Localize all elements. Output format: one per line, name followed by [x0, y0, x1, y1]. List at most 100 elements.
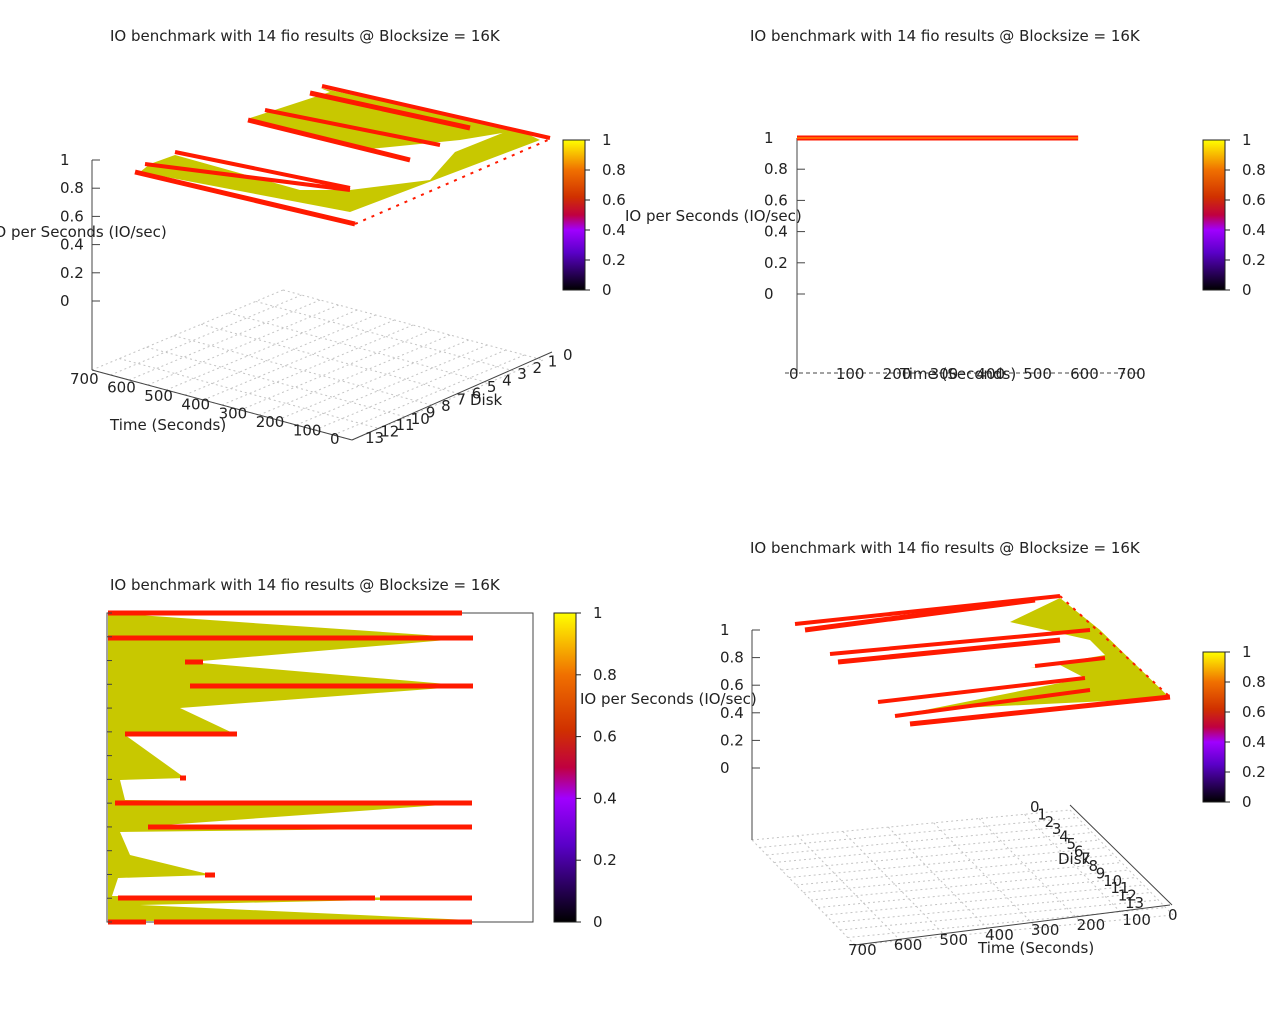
chart-1-x-axis-line: [91, 369, 353, 441]
chart-1-y-tick-label: 6: [472, 384, 482, 402]
chart-1-surface-fill: [140, 128, 540, 212]
chart-1-grid-line: [277, 339, 469, 421]
chart-2-x-tick-label: 100: [836, 365, 865, 383]
chart-4-x-tick-label: 500: [939, 931, 968, 949]
chart-3-title: IO benchmark with 14 fio results @ Block…: [110, 576, 501, 594]
chart-1-surface-edge: [309, 90, 471, 131]
chart-4-colorbar: [1202, 651, 1226, 803]
chart-4-colorbar-tick-label: 0: [1242, 793, 1252, 811]
chart-4-colorbar-ticks: 0 0.2 0.4 0.6 0.8 1: [1225, 643, 1266, 811]
chart-4-surface-edge: [829, 628, 1091, 656]
chart-2-x-tick-label: 200: [883, 365, 912, 383]
chart-1-y-tick-label: 7: [456, 391, 466, 409]
chart-3-colorbar: [553, 612, 577, 923]
chart-1-y-tick-label: 9: [426, 403, 436, 421]
chart-4-z-tick-label: 1: [720, 621, 730, 639]
chart-1-colorbar-tick-label: 0: [602, 281, 612, 299]
chart-1-x-label: Time (Seconds): [109, 416, 226, 434]
chart-1-y-tick-label: 3: [517, 365, 527, 383]
chart-4-y-tick-label: 4: [1059, 828, 1069, 846]
chart-1-surface-edge: [264, 108, 441, 147]
chart-4-z-tick-label: 0.8: [720, 649, 744, 667]
chart-1-colorbar-tick-label: 0.6: [602, 191, 626, 209]
chart-2-x-label: Time (Seconds): [899, 365, 1016, 383]
chart-4-x-tick-label: 100: [1122, 911, 1151, 929]
chart-2-x-tick-label: 0: [789, 365, 799, 383]
chart-4-grid-line: [854, 914, 1174, 946]
chart-1-surface-edge: [247, 117, 411, 163]
chart-4-y-tick-label: 11: [1110, 879, 1129, 897]
chart-3-colorbar-tick-label: 0.8: [593, 666, 617, 684]
chart-1-colorbar-ticks: 0 0.2 0.4 0.6 0.8 1: [585, 131, 626, 299]
chart-4-z-tick-label: 0.4: [720, 704, 744, 722]
chart-1-grid-line: [91, 289, 284, 371]
chart-4-colorbar-tick-label: 0.2: [1242, 763, 1266, 781]
chart-3-surface-edges: [108, 610, 473, 925]
chart-4-grid-line: [933, 822, 1038, 929]
chart-2-colorbar-tick-label: 0.4: [1242, 221, 1266, 239]
chart-1-surface-edge: [321, 84, 551, 140]
chart-4-y-tick-label: 5: [1067, 835, 1077, 853]
chart-4-grid-line: [840, 899, 1159, 931]
chart-4-y-tick-label: 8: [1088, 857, 1098, 875]
chart-2-x-tick-label: 500: [1023, 365, 1052, 383]
chart-4-x-tick-label: 200: [1077, 916, 1106, 934]
chart-2-y-tick-label: 0.8: [764, 160, 788, 178]
chart-4-y-tick-label: 3: [1052, 820, 1062, 838]
chart-4-x-tick-label: 700: [848, 941, 877, 959]
chart-1-colorbar-tick-label: 0.4: [602, 221, 626, 239]
chart-1-y-label: Disk: [470, 391, 503, 409]
chart-1-y-tick-label: 10: [411, 410, 430, 428]
chart-4-colorbar-tick-label: 0.8: [1242, 673, 1266, 691]
chart-1-grid-line: [296, 344, 488, 426]
chart-4-grid-line: [818, 877, 1137, 908]
chart-1-y-tick-label: 11: [395, 416, 414, 434]
chart-4-x-axis-line: [854, 904, 1171, 946]
chart-4-y-tick-label: 0: [1030, 798, 1040, 816]
chart-4-x-label: Time (Seconds): [977, 939, 1094, 957]
chart-4-grid-line: [832, 892, 1151, 923]
chart-2: 0 0.2 0.4 0.6 0.8 1 0 100 200 300 400 500 600 700 IO…: [625, 129, 1266, 383]
chart-1-colorbar-tick-label: 1: [602, 131, 612, 149]
chart-1-surface-edge: [134, 169, 356, 227]
chart-4-y-label: Disk: [1058, 850, 1091, 868]
chart-1-z-tick-label: 0.4: [60, 236, 84, 254]
chart-2-colorbar-tick-label: 0.8: [1242, 161, 1266, 179]
chart-4-title: IO benchmark with 14 fio results @ Block…: [750, 539, 1141, 557]
chart-4-z-ticks: 0 0.2 0.4 0.6 0.8 1: [720, 621, 760, 777]
chart-1-x-tick-label: 400: [181, 396, 210, 414]
chart-1-y-tick-label: 8: [441, 397, 451, 415]
chart-1-z-tick-label: 0.6: [60, 207, 84, 225]
chart-1: 0 0.2 0.4 0.6 0.8 1 IO per Seconds (IO/sec) 7…: [0, 84, 626, 448]
chart-2-y-tick-label: 0.6: [764, 191, 788, 209]
chart-4-x-tick-label: 600: [894, 936, 923, 954]
chart-1-x-ticks: 700 600 500 400 300 200 100 0: [70, 370, 340, 448]
chart-4-surface-edge: [804, 597, 1036, 633]
chart-3-colorbar-tick-label: 1: [593, 604, 603, 622]
chart-4-grid-line: [825, 884, 1144, 916]
chart-1-x-tick-label: 700: [70, 370, 99, 388]
chart-1-x-tick-label: 200: [256, 413, 285, 431]
chart-4-x-tick-label: 400: [985, 926, 1014, 944]
chart-4-grid-line: [803, 862, 1122, 893]
chart-1-x-tick-label: 300: [219, 404, 248, 422]
chart-1-y-tick-label: 13: [365, 429, 384, 447]
chart-1-y-tick-label: 5: [487, 378, 497, 396]
chart-2-x-tick-label: 400: [976, 365, 1005, 383]
chart-2-x-tick-label: 700: [1117, 365, 1146, 383]
chart-1-y-tick-label: 1: [548, 352, 558, 370]
chart-4-grid-line: [759, 817, 1078, 848]
chart-4-z-tick-label: 0.2: [720, 731, 744, 749]
chart-4-surface: [794, 594, 1171, 727]
chart-4-colorbar-tick-label: 1: [1242, 643, 1252, 661]
chart-2-colorbar-tick-label: 0.2: [1242, 251, 1266, 269]
chart-1-y-tick-label: 4: [502, 372, 512, 390]
chart-4-grid-line: [774, 832, 1093, 863]
chart-2-y-ticks: 0 0.2 0.4 0.6 0.8 1: [764, 129, 805, 303]
chart-3-colorbar-tick-label: 0.4: [593, 789, 617, 807]
chart-2-x-tick-label: 300: [930, 365, 959, 383]
chart-2-y-tick-label: 0.4: [764, 223, 788, 241]
